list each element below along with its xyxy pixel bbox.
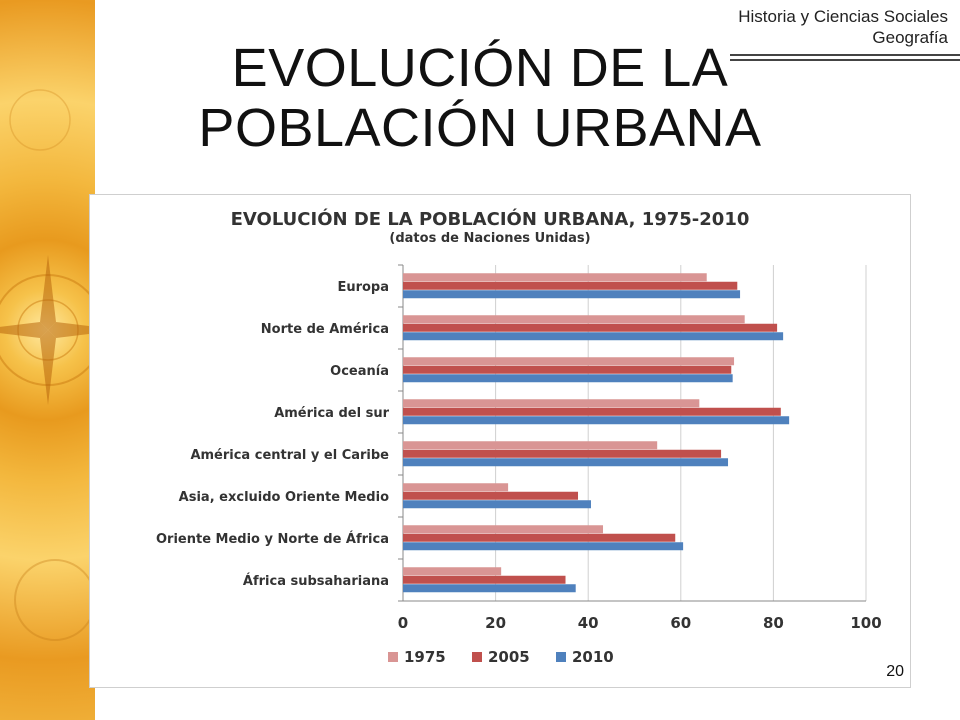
bar-2010 xyxy=(403,416,790,425)
x-tick-label: 60 xyxy=(670,614,691,632)
category-label: Oceanía xyxy=(330,364,389,379)
bar-1975 xyxy=(403,567,502,576)
bar-1975 xyxy=(403,525,604,534)
page-number: 20 xyxy=(886,663,904,680)
x-tick-label: 100 xyxy=(850,614,881,632)
slide-title-line-2: POBLACIÓN URBANA xyxy=(198,98,762,158)
chart-subtitle: (datos de Naciones Unidas) xyxy=(389,231,591,246)
category-label: Norte de América xyxy=(261,322,389,337)
legend-swatch-2010 xyxy=(556,652,566,662)
x-tick-label: 40 xyxy=(578,614,599,632)
subject-header: Historia y Ciencias Sociales Geografía xyxy=(738,6,948,48)
bar-2005 xyxy=(403,491,579,500)
bar-2010 xyxy=(403,584,576,593)
category-label: Asia, excluido Oriente Medio xyxy=(179,490,389,505)
chart-container: EVOLUCIÓN DE LA POBLACIÓN URBANA, 1975-2… xyxy=(89,194,911,688)
legend-label-2005: 2005 xyxy=(488,648,530,666)
bar-2005 xyxy=(403,365,732,374)
bar-2005 xyxy=(403,281,738,290)
legend-swatch-1975 xyxy=(388,652,398,662)
legend-label-1975: 1975 xyxy=(404,648,446,666)
bar-2005 xyxy=(403,407,781,416)
subject-line-2: Geografía xyxy=(872,28,948,47)
legend-label-2010: 2010 xyxy=(572,648,614,666)
bar-1975 xyxy=(403,357,735,366)
bar-2005 xyxy=(403,323,778,332)
bar-2010 xyxy=(403,458,729,467)
bar-2010 xyxy=(403,500,591,509)
bar-2010 xyxy=(403,374,733,383)
bar-2005 xyxy=(403,449,722,458)
bar-1975 xyxy=(403,315,745,324)
x-tick-label: 80 xyxy=(763,614,784,632)
decorative-sidebar xyxy=(0,0,95,720)
bar-1975 xyxy=(403,441,658,450)
slide-title-line-1: EVOLUCIÓN DE LA xyxy=(231,38,729,98)
bar-2005 xyxy=(403,575,566,584)
header-divider-top xyxy=(730,54,960,56)
x-tick-label: 20 xyxy=(485,614,506,632)
legend-swatch-2005 xyxy=(472,652,482,662)
header-divider-bottom xyxy=(730,59,960,61)
subject-line-1: Historia y Ciencias Sociales xyxy=(738,7,948,26)
bar-1975 xyxy=(403,273,707,282)
bar-chart: 0 20 40 60 80 100 Europa Norte de América Oceaní… xyxy=(156,264,882,666)
bar-2005 xyxy=(403,533,676,542)
bar-2010 xyxy=(403,542,684,551)
bar-1975 xyxy=(403,483,509,492)
bar-2010 xyxy=(403,332,784,341)
bar-1975 xyxy=(403,399,700,408)
chart-title: EVOLUCIÓN DE LA POBLACIÓN URBANA, 1975-2… xyxy=(230,209,750,230)
category-label: África subsahariana xyxy=(243,573,389,589)
category-label: Oriente Medio y Norte de África xyxy=(156,531,389,547)
compass-rose-decoration xyxy=(0,89,95,641)
bar-2010 xyxy=(403,290,741,299)
category-label: Europa xyxy=(337,280,389,295)
category-label: América del sur xyxy=(274,406,389,421)
slide-title: EVOLUCIÓN DE LA POBLACIÓN URBANA xyxy=(120,38,840,158)
category-label: América central y el Caribe xyxy=(190,448,389,463)
x-tick-label: 0 xyxy=(398,614,408,632)
